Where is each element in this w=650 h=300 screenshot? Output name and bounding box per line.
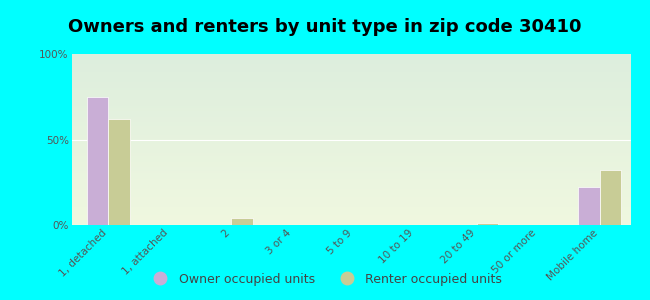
Bar <box>87 97 109 225</box>
Bar <box>109 119 130 225</box>
Bar <box>477 223 499 225</box>
Bar <box>231 218 253 225</box>
Bar <box>578 188 600 225</box>
Legend: Owner occupied units, Renter occupied units: Owner occupied units, Renter occupied un… <box>143 268 507 291</box>
Text: Owners and renters by unit type in zip code 30410: Owners and renters by unit type in zip c… <box>68 18 582 36</box>
Bar <box>600 170 621 225</box>
